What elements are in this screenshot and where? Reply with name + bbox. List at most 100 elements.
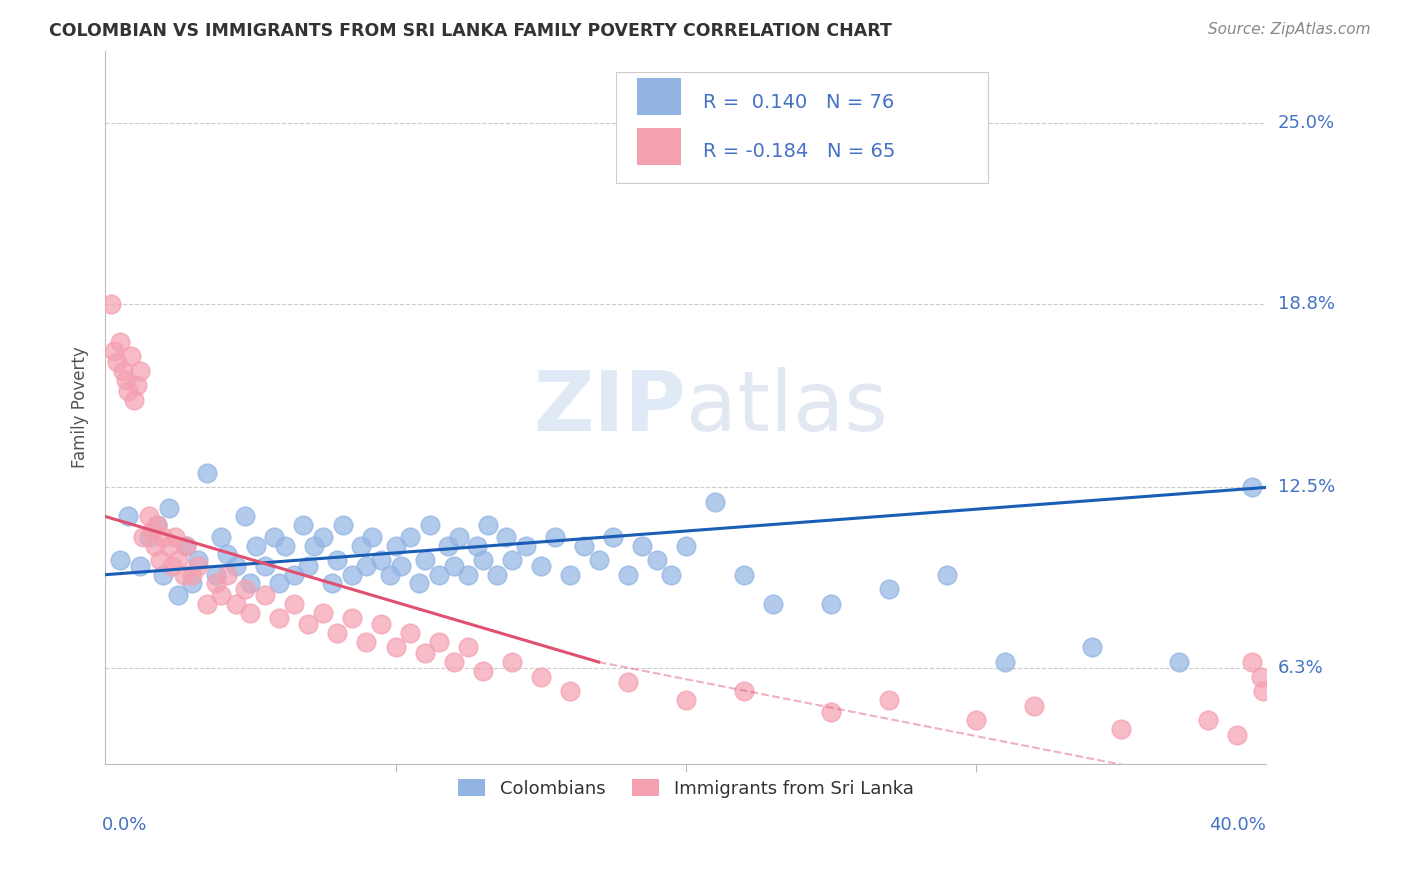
Point — [558, 684, 581, 698]
Point — [413, 646, 436, 660]
Point — [239, 576, 262, 591]
Point — [297, 558, 319, 573]
Point — [326, 626, 349, 640]
Point — [389, 558, 412, 573]
Point — [146, 518, 169, 533]
Point — [1226, 728, 1249, 742]
Point — [1168, 655, 1191, 669]
Point — [936, 567, 959, 582]
Point — [356, 558, 378, 573]
Point — [820, 597, 842, 611]
Point — [217, 567, 239, 582]
Point — [530, 670, 553, 684]
Point — [100, 297, 122, 311]
Point — [471, 553, 494, 567]
Point — [166, 553, 188, 567]
Point — [122, 392, 145, 407]
Point — [173, 567, 195, 582]
Point — [312, 530, 335, 544]
Point — [449, 530, 471, 544]
Point — [965, 713, 987, 727]
Point — [181, 567, 204, 582]
Point — [176, 539, 198, 553]
Point — [1250, 670, 1272, 684]
Point — [1253, 684, 1275, 698]
Point — [321, 576, 343, 591]
Text: Source: ZipAtlas.com: Source: ZipAtlas.com — [1208, 22, 1371, 37]
Point — [225, 597, 247, 611]
Point — [195, 466, 218, 480]
Point — [105, 355, 128, 369]
Point — [274, 539, 297, 553]
Point — [157, 539, 180, 553]
Point — [659, 567, 682, 582]
Point — [436, 539, 458, 553]
Point — [631, 539, 654, 553]
Point — [443, 558, 465, 573]
Point — [645, 553, 668, 567]
Point — [1081, 640, 1104, 655]
Point — [129, 364, 152, 378]
Text: R = -0.184   N = 65: R = -0.184 N = 65 — [703, 143, 896, 161]
Point — [1197, 713, 1219, 727]
Text: 40.0%: 40.0% — [1209, 816, 1267, 834]
Point — [263, 530, 285, 544]
Point — [994, 655, 1017, 669]
Point — [471, 664, 494, 678]
Point — [1240, 480, 1263, 494]
Point — [129, 558, 152, 573]
Point — [245, 539, 267, 553]
Point — [501, 553, 523, 567]
Point — [108, 334, 131, 349]
Point — [269, 576, 291, 591]
Text: 25.0%: 25.0% — [1278, 114, 1334, 132]
Point — [103, 343, 125, 358]
Point — [457, 567, 479, 582]
Point — [877, 693, 900, 707]
Point — [209, 530, 232, 544]
Point — [157, 500, 180, 515]
Point — [233, 582, 256, 597]
Point — [558, 567, 581, 582]
Point — [675, 539, 697, 553]
FancyBboxPatch shape — [616, 72, 987, 183]
Point — [465, 539, 488, 553]
Point — [117, 384, 139, 399]
Point — [127, 378, 149, 392]
Point — [419, 518, 441, 533]
Point — [350, 539, 373, 553]
Point — [152, 530, 174, 544]
Point — [356, 634, 378, 648]
Point — [1240, 655, 1263, 669]
Point — [675, 693, 697, 707]
Point — [1109, 722, 1132, 736]
Point — [233, 509, 256, 524]
Point — [141, 524, 163, 538]
Point — [291, 518, 314, 533]
Point — [588, 553, 610, 567]
Point — [312, 606, 335, 620]
Point — [477, 518, 499, 533]
Point — [820, 705, 842, 719]
Point — [108, 553, 131, 567]
Point — [326, 553, 349, 567]
Point — [163, 530, 186, 544]
Point — [457, 640, 479, 655]
Point — [160, 558, 183, 573]
Point — [111, 364, 134, 378]
Point — [733, 567, 755, 582]
Text: ZIP: ZIP — [533, 367, 686, 448]
Point — [138, 509, 160, 524]
Point — [225, 558, 247, 573]
Point — [146, 518, 169, 533]
Point — [399, 530, 422, 544]
Point — [762, 597, 785, 611]
Text: 12.5%: 12.5% — [1278, 478, 1334, 496]
Point — [602, 530, 624, 544]
Point — [443, 655, 465, 669]
FancyBboxPatch shape — [637, 78, 681, 115]
Point — [1024, 698, 1046, 713]
Point — [515, 539, 537, 553]
Point — [117, 509, 139, 524]
Point — [166, 588, 188, 602]
